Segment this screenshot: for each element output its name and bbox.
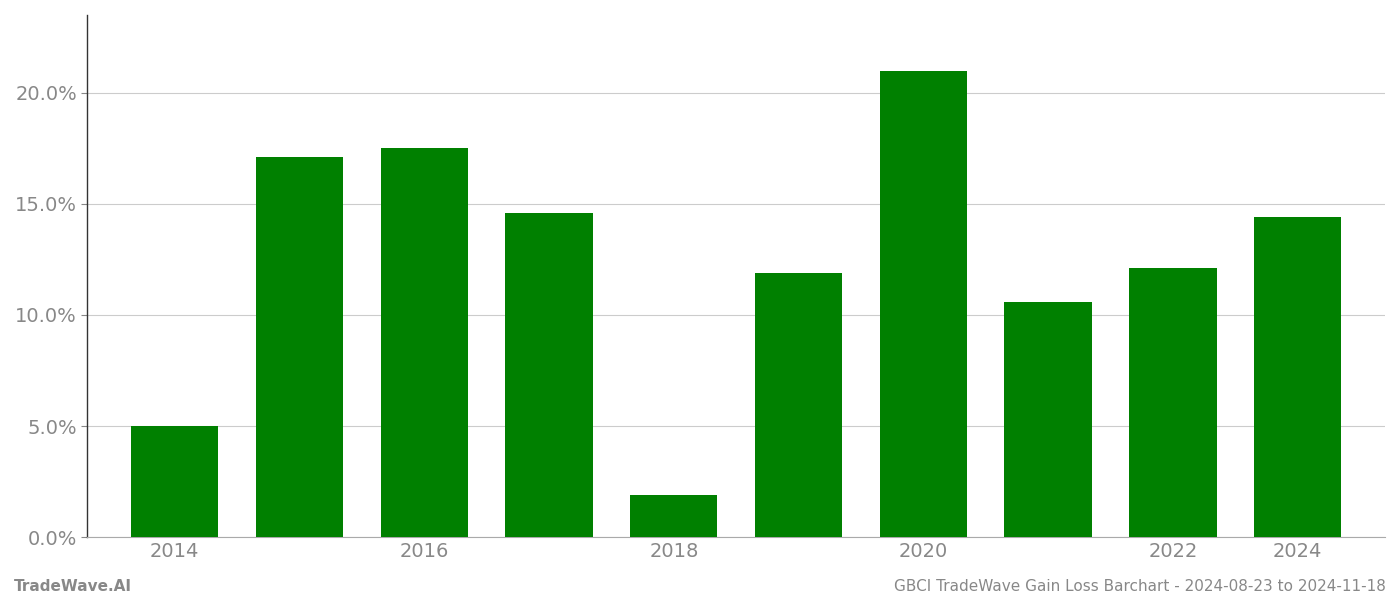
Text: TradeWave.AI: TradeWave.AI (14, 579, 132, 594)
Bar (1254, 217, 1341, 537)
Bar (256, 157, 343, 537)
Bar (1004, 302, 1092, 537)
Bar (381, 148, 468, 537)
Bar (1130, 268, 1217, 537)
Bar (630, 495, 717, 537)
Bar (755, 273, 843, 537)
Text: GBCI TradeWave Gain Loss Barchart - 2024-08-23 to 2024-11-18: GBCI TradeWave Gain Loss Barchart - 2024… (895, 579, 1386, 594)
Bar (505, 213, 592, 537)
Bar (132, 426, 218, 537)
Bar (879, 71, 967, 537)
